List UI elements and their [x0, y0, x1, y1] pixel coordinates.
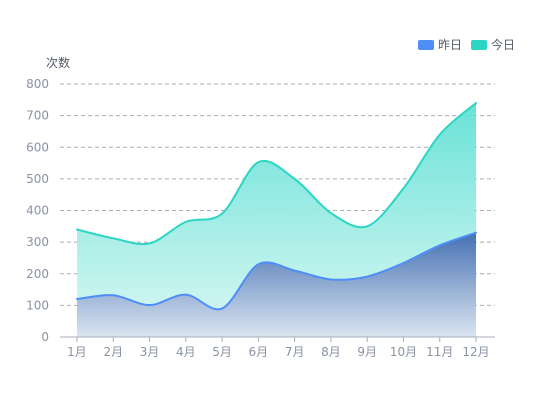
legend[interactable]: 昨日 今日 — [418, 37, 515, 52]
today-line — [76, 101, 477, 246]
y-tick-label-200: 200 — [26, 267, 49, 281]
x-tick-label-9: 9月 — [357, 345, 377, 359]
y-tick-label-800: 800 — [26, 77, 49, 91]
yesterday-area — [77, 232, 476, 337]
x-tick-label-1: 1月 — [67, 345, 87, 359]
x-tick-label-3: 3月 — [140, 345, 160, 359]
x-tick-label-5: 5月 — [212, 345, 232, 359]
y-tick-label-400: 400 — [26, 204, 49, 218]
yesterday-line — [76, 231, 477, 311]
y-tick-label-600: 600 — [26, 140, 49, 154]
axis-layer: 0 100 200 300 400 500 600 700 800 1月 2月 3月 4月 5月 6月 7月 8… — [26, 77, 495, 359]
x-tick-label-11: 11月 — [426, 345, 453, 359]
x-tick-label-7: 7月 — [285, 345, 305, 359]
y-tick-label-500: 500 — [26, 172, 49, 186]
x-tick-label-10: 10月 — [390, 345, 417, 359]
legend-item-today[interactable]: 今日 — [471, 37, 515, 52]
legend-item-yesterday[interactable]: 昨日 — [418, 38, 462, 52]
y-tick-label-100: 100 — [26, 298, 49, 312]
legend-label-today: 今日 — [491, 37, 515, 52]
x-tick-label-2: 2月 — [103, 345, 123, 359]
x-tick-label-8: 8月 — [321, 345, 341, 359]
x-tick-label-6: 6月 — [249, 345, 269, 359]
y-tick-label-700: 700 — [26, 109, 49, 123]
legend-swatch-yesterday — [418, 40, 434, 50]
area-layer — [77, 102, 476, 337]
legend-swatch-today — [471, 40, 487, 50]
y-tick-label-300: 300 — [26, 235, 49, 249]
y-axis-unit-label: 次数 — [46, 55, 70, 70]
y-tick-label-0: 0 — [41, 330, 49, 344]
legend-label-yesterday: 昨日 — [438, 38, 462, 52]
line-layer — [76, 101, 477, 311]
x-tick-label-4: 4月 — [176, 345, 196, 359]
x-tick-label-12: 12月 — [462, 345, 489, 359]
